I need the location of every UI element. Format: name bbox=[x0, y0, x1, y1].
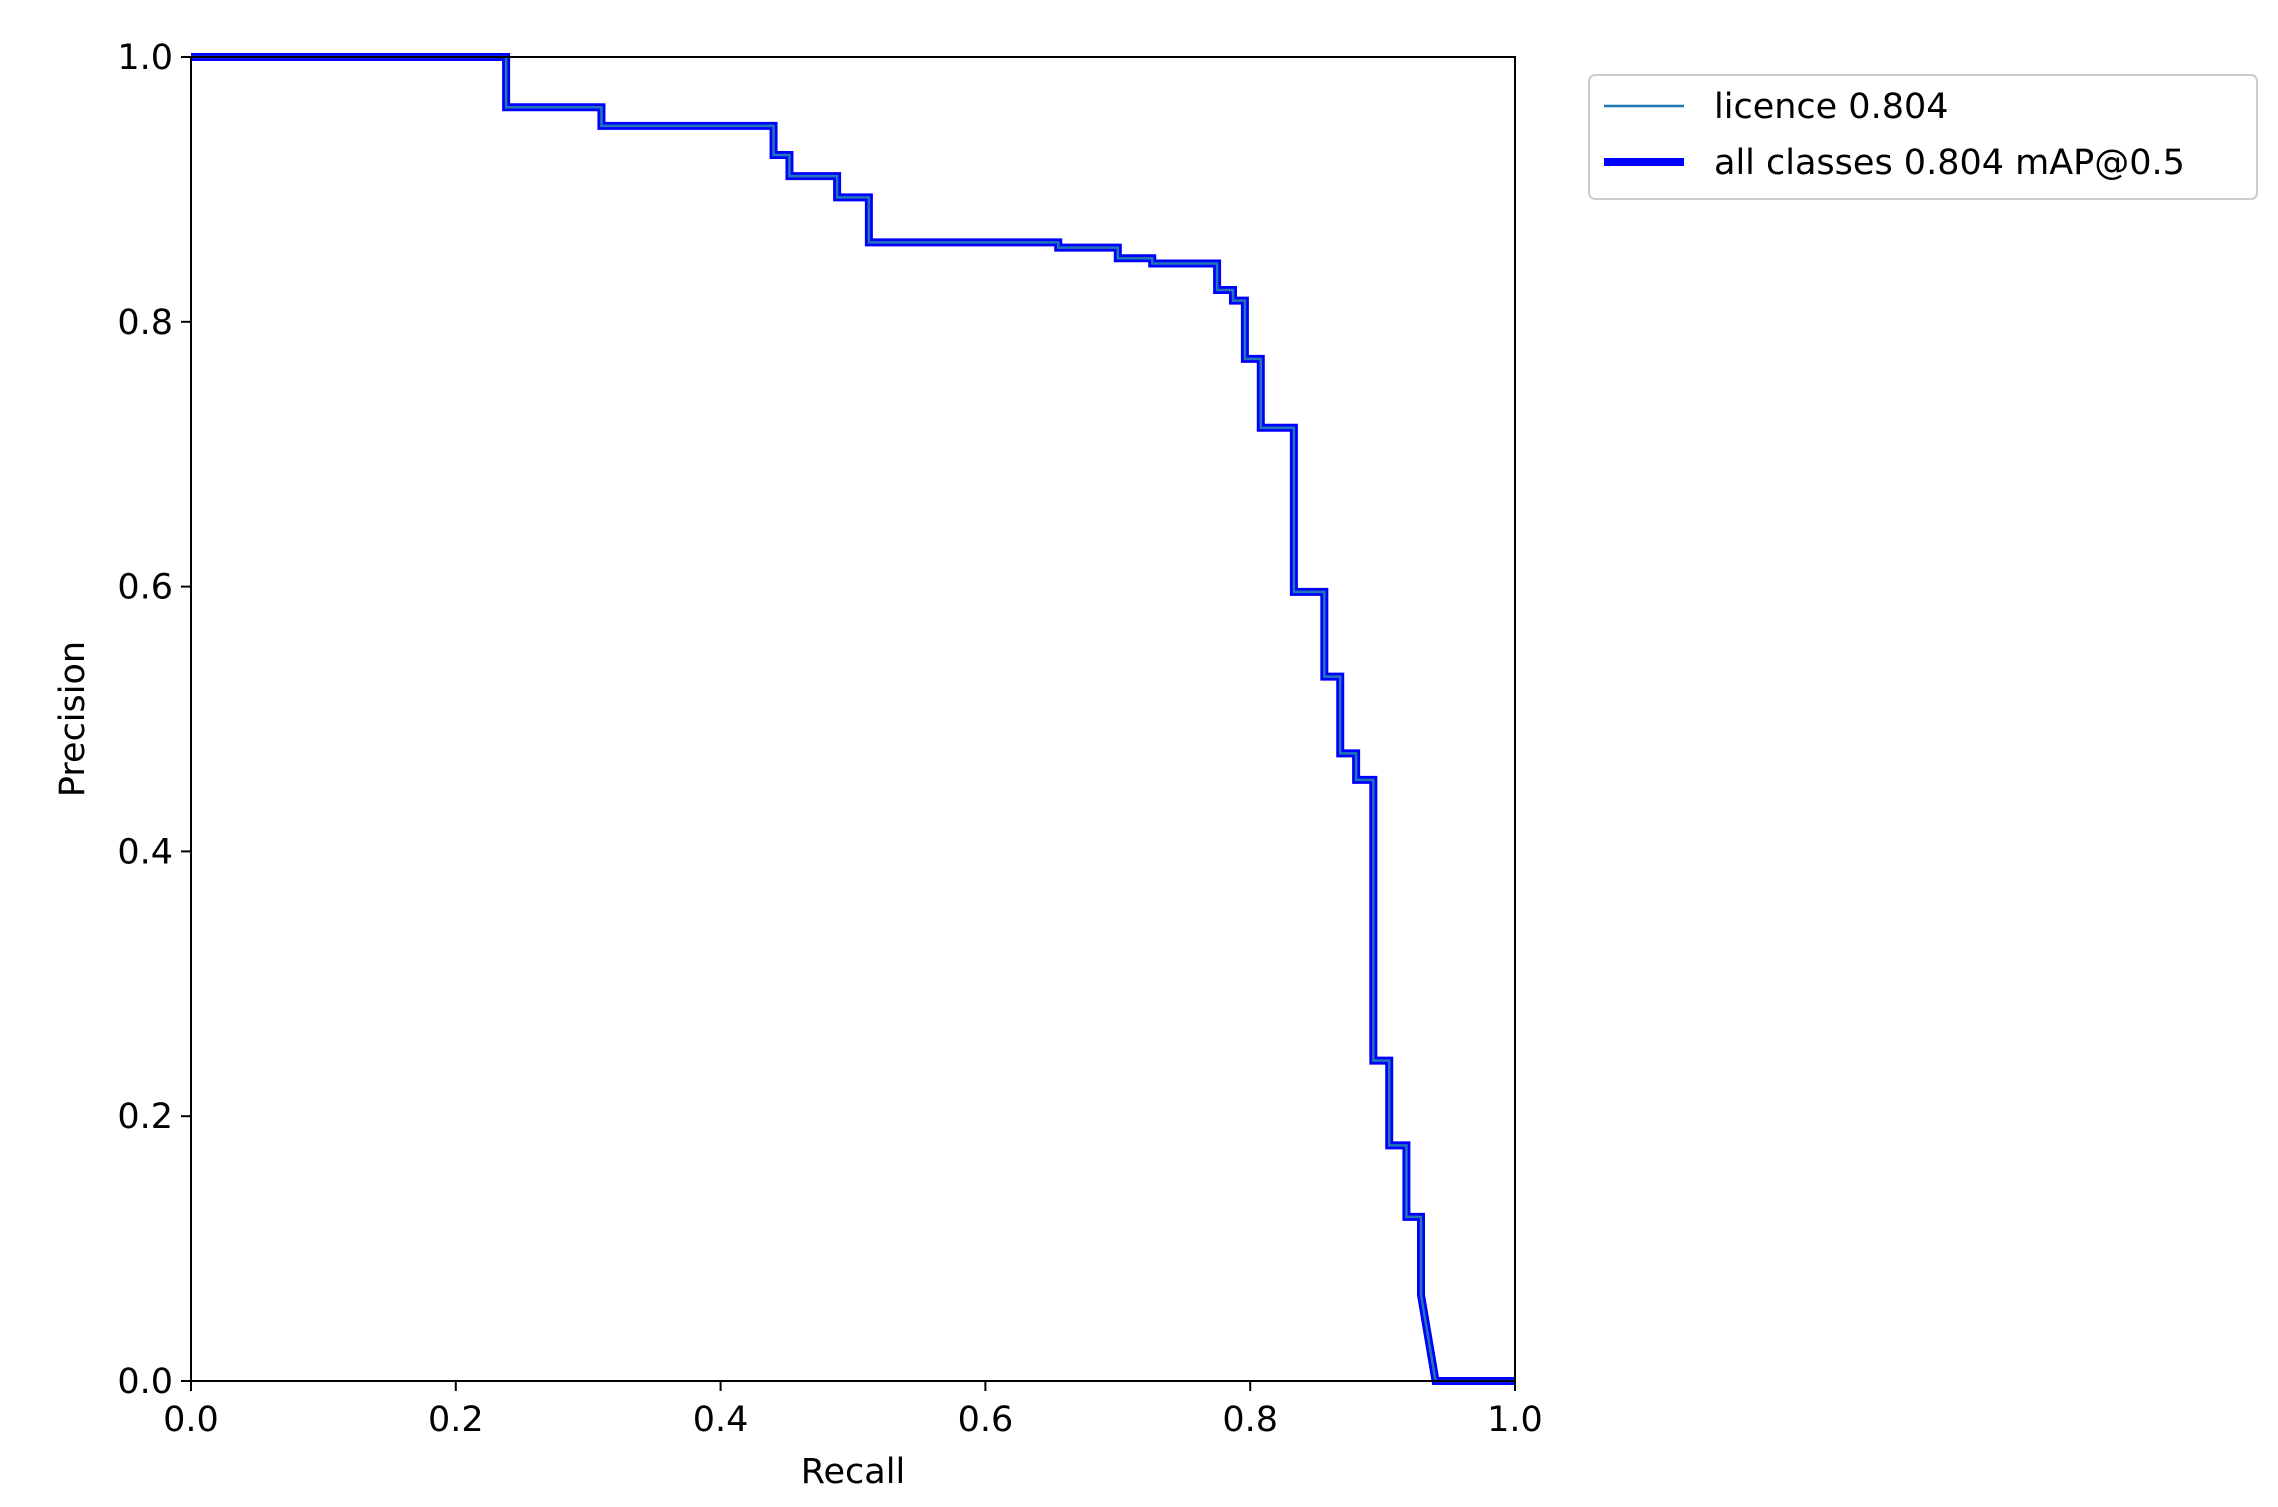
x-tick-label: 0.4 bbox=[693, 1400, 749, 1440]
y-tick-label: 0.6 bbox=[117, 568, 173, 608]
y-tick-label: 0.2 bbox=[117, 1097, 173, 1137]
series-line-licence bbox=[191, 55, 1515, 1383]
x-tick-label: 0.6 bbox=[958, 1400, 1014, 1440]
x-tick-label: 0.8 bbox=[1222, 1400, 1278, 1440]
y-axis-title: Precision bbox=[53, 641, 93, 797]
x-axis: 0.0 0.2 0.4 0.6 0.8 1.0 bbox=[163, 1381, 1543, 1440]
legend-label-all-classes: all classes 0.804 mAP@0.5 bbox=[1714, 143, 2185, 183]
y-tick-label: 0.0 bbox=[117, 1362, 173, 1402]
series-layer bbox=[191, 53, 1515, 1385]
y-tick-label: 1.0 bbox=[117, 38, 173, 78]
x-tick-label: 0.2 bbox=[428, 1400, 484, 1440]
y-tick-label: 0.4 bbox=[117, 832, 173, 872]
y-tick-label: 0.8 bbox=[117, 303, 173, 343]
legend: licence 0.804 all classes 0.804 mAP@0.5 bbox=[1588, 74, 2258, 200]
x-tick-label: 0.0 bbox=[163, 1400, 219, 1440]
legend-label-licence: licence 0.804 bbox=[1714, 87, 1949, 127]
x-tick-label: 1.0 bbox=[1487, 1400, 1543, 1440]
y-axis: 0.0 0.2 0.4 0.6 0.8 1.0 bbox=[117, 38, 191, 1402]
plot-area-frame bbox=[190, 56, 1516, 1382]
legend-frame bbox=[1588, 74, 2258, 200]
x-axis-title: Recall bbox=[801, 1452, 905, 1492]
